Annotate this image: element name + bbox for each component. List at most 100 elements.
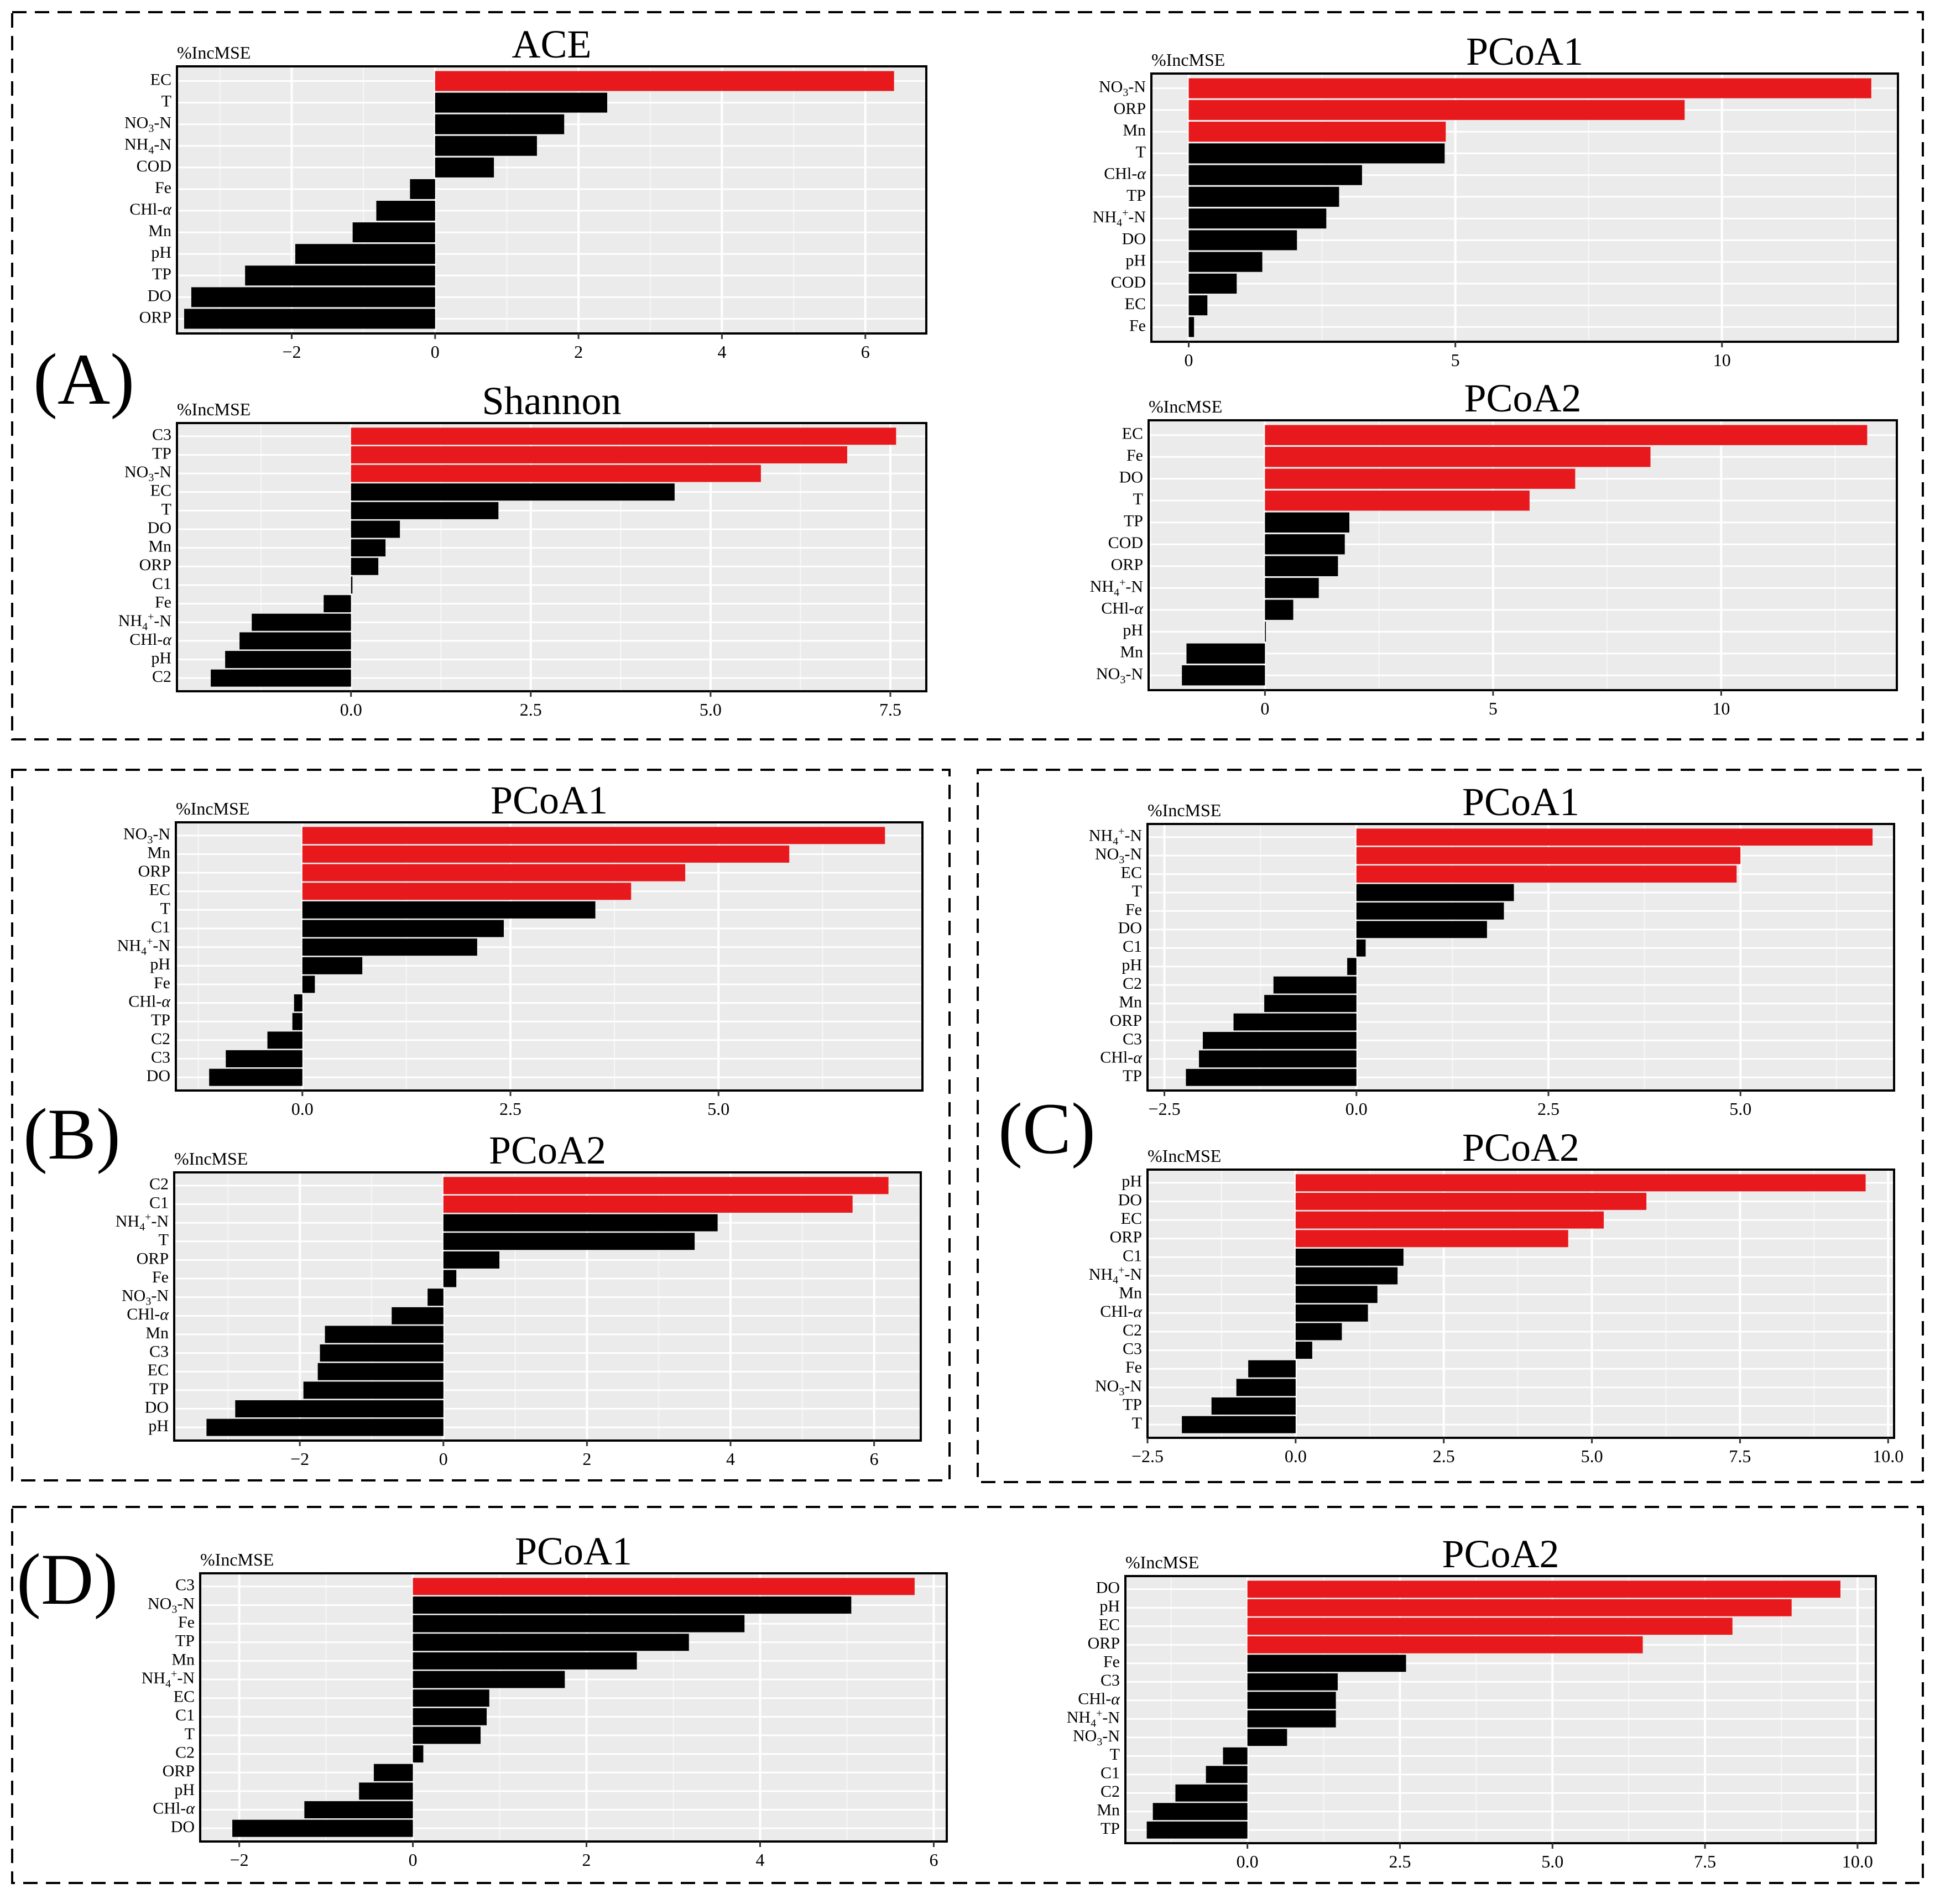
bar-do: [351, 520, 400, 538]
category-label: TP: [149, 1380, 169, 1398]
category-label: TP: [175, 1632, 195, 1650]
x-tick-label: 5.0: [1541, 1851, 1563, 1871]
category-label: DO: [171, 1818, 195, 1836]
bar-ph: [1247, 1599, 1792, 1616]
category-label: ORP: [1110, 1011, 1142, 1030]
section-frame-D: [11, 1506, 1924, 1884]
category-label: Fe: [1126, 446, 1143, 465]
category-label: Fe: [1125, 900, 1142, 919]
x-tick-label: 7.5: [1694, 1851, 1716, 1871]
category-label: TP: [1123, 1067, 1142, 1085]
x-tick-label: 10: [1712, 698, 1730, 718]
bar-chl-: [304, 1801, 413, 1819]
category-label: EC: [149, 881, 170, 899]
category-label: NH4+-N: [1093, 207, 1146, 229]
category-label: Fe: [152, 1268, 169, 1286]
category-label: Mn: [1119, 1284, 1142, 1302]
category-label: CHl-α: [129, 630, 172, 649]
chart-title: PCoA1: [515, 1529, 632, 1573]
category-label: Mn: [145, 1324, 169, 1342]
category-label: C2: [1123, 974, 1142, 993]
bar-orp: [1295, 1230, 1568, 1248]
category-label: COD: [1111, 273, 1146, 291]
category-label: NH4+-N: [116, 1211, 169, 1233]
category-label: C2: [151, 1030, 170, 1048]
bar-c2: [413, 1745, 424, 1763]
bar-t: [1265, 491, 1530, 511]
bar-nh4-n: [435, 135, 537, 156]
category-label: ORP: [139, 556, 171, 574]
category-label: T: [160, 899, 170, 917]
category-label: CHl-α: [1078, 1690, 1120, 1708]
bar-do: [1188, 230, 1297, 251]
x-tick-label: 2: [582, 1850, 591, 1870]
bar-fe: [1188, 317, 1195, 337]
category-label: DO: [1119, 468, 1143, 487]
category-label: ORP: [137, 1249, 169, 1267]
category-label: C2: [152, 667, 171, 686]
category-label: T: [185, 1725, 195, 1743]
category-label: C3: [1123, 1339, 1142, 1358]
category-label: NO3-N: [124, 463, 171, 484]
category-label: DO: [148, 519, 171, 537]
category-label: C3: [152, 426, 171, 444]
bar-ec: [317, 1363, 444, 1380]
category-label: NO3-N: [1073, 1727, 1120, 1748]
category-label: CHl-α: [129, 200, 172, 218]
bar-fe: [443, 1270, 457, 1287]
section-label-C: (C): [998, 1088, 1096, 1169]
bar-fe: [1248, 1360, 1296, 1378]
bar-mn: [1152, 1803, 1248, 1820]
plot-frame: [1148, 419, 1898, 691]
bar-c1: [302, 920, 504, 937]
bar-orp: [302, 864, 686, 881]
bar-c1: [443, 1195, 853, 1213]
bar-ph: [1188, 252, 1263, 272]
x-tick-label: 5.0: [1729, 1099, 1751, 1119]
category-label: Mn: [1123, 121, 1146, 139]
category-label: TP: [1101, 1819, 1120, 1838]
category-label: ORP: [1111, 556, 1143, 574]
category-label: C3: [149, 1342, 169, 1360]
category-label: T: [161, 92, 171, 111]
category-label: pH: [1122, 1172, 1142, 1191]
category-label: TP: [151, 1011, 170, 1029]
bar-tp: [1188, 186, 1339, 207]
category-label: pH: [151, 243, 171, 262]
axis-label: %IncMSE: [1149, 397, 1222, 416]
bar-ph: [1265, 622, 1266, 642]
bar-chl-: [239, 632, 351, 650]
category-label: DO: [145, 1398, 169, 1416]
bar-no3-n: [1188, 78, 1871, 98]
category-label: DO: [147, 1067, 170, 1085]
bar-c1: [1295, 1248, 1404, 1266]
bar-c2: [1295, 1323, 1342, 1340]
category-label: pH: [1125, 252, 1146, 270]
x-tick-label: 2: [582, 1449, 591, 1469]
bar-c2: [1273, 976, 1357, 994]
chart-title: Shannon: [482, 379, 622, 423]
bar-tp: [292, 1013, 302, 1030]
bar-chl-: [392, 1307, 444, 1324]
category-label: NO3-N: [148, 1594, 195, 1615]
category-label: pH: [1099, 1597, 1120, 1615]
category-label: NH4+-N: [117, 935, 170, 957]
bar-no3-n: [1356, 847, 1741, 864]
category-label: C3: [151, 1048, 170, 1066]
bar-orp: [1233, 1013, 1357, 1031]
x-tick-label: −2: [282, 342, 301, 362]
bar-do: [235, 1400, 444, 1418]
bar-tp: [1265, 512, 1349, 533]
category-label: TP: [1123, 1395, 1142, 1413]
bar-t: [1223, 1747, 1248, 1765]
section-frame-C: [977, 769, 1924, 1483]
category-label: C1: [1101, 1764, 1120, 1782]
category-label: ORP: [1110, 1228, 1142, 1246]
bar-no3-n: [1236, 1379, 1296, 1396]
x-tick-label: 5.0: [707, 1099, 729, 1119]
x-tick-label: 2: [574, 342, 583, 362]
